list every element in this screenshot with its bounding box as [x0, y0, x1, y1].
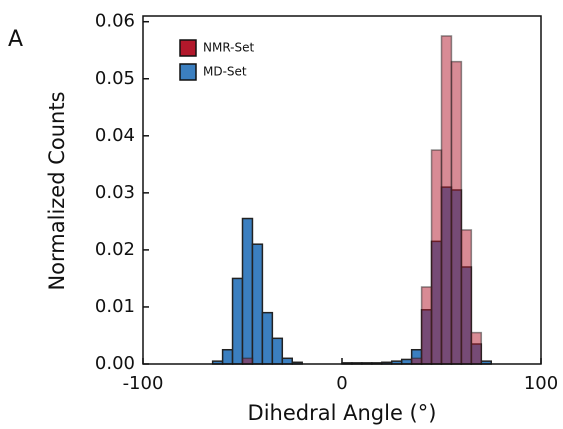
histogram-bar — [410, 357, 423, 365]
y-tick-label: 0.00 — [95, 353, 135, 374]
x-tick-label: -100 — [123, 373, 164, 394]
histogram-bar — [460, 229, 473, 365]
histogram-bar — [470, 331, 483, 365]
legend-swatch — [179, 63, 197, 81]
legend-label: NMR-Set — [203, 41, 255, 55]
legend-label: MD-Set — [203, 65, 247, 79]
histogram-bar — [271, 337, 284, 365]
y-tick-label: 0.04 — [95, 125, 135, 146]
y-tick-label: 0.05 — [95, 68, 135, 89]
histogram-bar — [261, 311, 274, 365]
x-axis-label: Dihedral Angle (°) — [248, 401, 437, 425]
x-tick-label: 0 — [336, 373, 347, 394]
histogram-bar — [241, 357, 254, 365]
histogram-bar — [251, 243, 264, 365]
y-tick-label: 0.01 — [95, 296, 135, 317]
histogram-bar — [221, 348, 234, 365]
histogram-bar — [241, 217, 254, 365]
histogram-bar — [430, 149, 443, 365]
panel-label: A — [8, 27, 23, 52]
histogram-bar — [440, 35, 453, 365]
y-axis-label: Normalized Counts — [45, 91, 69, 290]
histogram-bar — [231, 277, 244, 365]
y-tick-label: 0.06 — [95, 11, 135, 32]
histogram-bar — [281, 357, 293, 365]
y-tick-label: 0.03 — [95, 182, 135, 203]
legend-swatch — [179, 39, 197, 57]
histogram-bar — [420, 286, 433, 365]
y-tick-label: 0.02 — [95, 239, 135, 260]
x-tick-label: 100 — [524, 373, 558, 394]
plot-frame — [142, 15, 542, 365]
histogram-bar — [450, 60, 463, 365]
